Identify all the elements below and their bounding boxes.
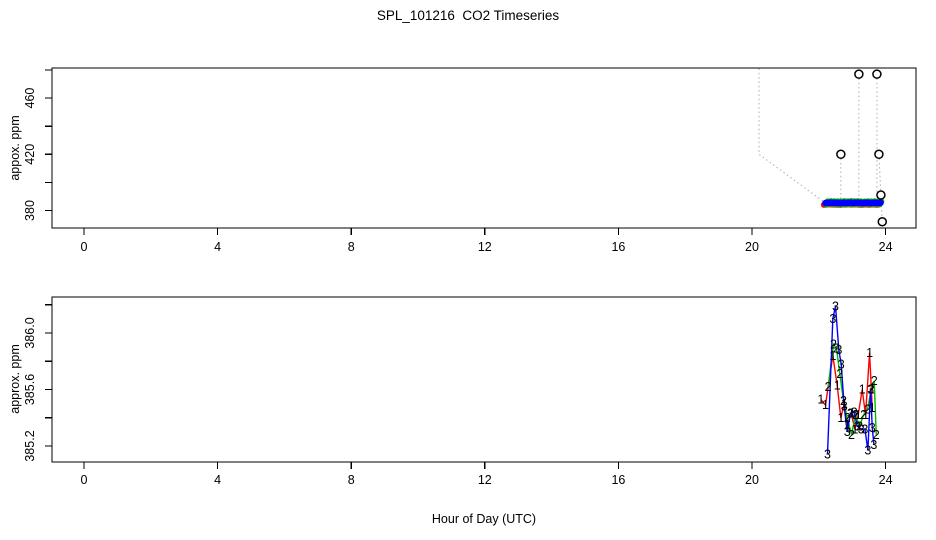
svg-text:2: 2 xyxy=(852,408,859,422)
svg-text:0: 0 xyxy=(81,240,88,254)
svg-text:3: 3 xyxy=(829,312,836,326)
svg-text:2: 2 xyxy=(856,419,863,433)
svg-text:3: 3 xyxy=(841,400,848,414)
svg-text:1: 1 xyxy=(822,398,829,412)
svg-text:3: 3 xyxy=(870,438,877,452)
svg-text:0: 0 xyxy=(81,473,88,487)
svg-text:3: 3 xyxy=(858,422,865,436)
svg-text:1: 1 xyxy=(862,408,869,422)
svg-text:1: 1 xyxy=(841,397,848,411)
svg-text:20: 20 xyxy=(745,240,759,254)
svg-text:3: 3 xyxy=(861,422,868,436)
svg-text:1: 1 xyxy=(851,422,858,436)
svg-text:2: 2 xyxy=(833,342,840,356)
svg-text:385.6: 385.6 xyxy=(23,374,37,405)
svg-text:2: 2 xyxy=(844,411,851,425)
svg-text:24: 24 xyxy=(879,240,893,254)
svg-text:16: 16 xyxy=(611,240,625,254)
chart-title: SPL_101216 CO2 Timeseries xyxy=(376,8,560,23)
svg-text:12: 12 xyxy=(478,473,492,487)
svg-text:2: 2 xyxy=(871,374,878,388)
svg-text:2: 2 xyxy=(825,380,832,394)
svg-text:24: 24 xyxy=(879,473,893,487)
svg-text:2: 2 xyxy=(873,428,880,442)
svg-text:3: 3 xyxy=(824,448,831,462)
svg-text:3: 3 xyxy=(847,407,854,421)
svg-text:1: 1 xyxy=(817,393,824,407)
svg-text:1: 1 xyxy=(848,407,855,421)
svg-text:3: 3 xyxy=(835,343,842,357)
svg-text:4: 4 xyxy=(214,473,221,487)
svg-text:380: 380 xyxy=(23,200,37,221)
svg-text:386.0: 386.0 xyxy=(23,317,37,348)
svg-text:8: 8 xyxy=(348,473,355,487)
svg-text:16: 16 xyxy=(611,473,625,487)
svg-text:8: 8 xyxy=(348,240,355,254)
svg-text:3: 3 xyxy=(869,421,876,435)
svg-text:2: 2 xyxy=(830,338,837,352)
x-axis-label: Hour of Day (UTC) xyxy=(431,512,537,526)
svg-text:12: 12 xyxy=(478,240,492,254)
svg-text:3: 3 xyxy=(838,357,845,371)
svg-text:3: 3 xyxy=(832,299,839,313)
svg-text:420: 420 xyxy=(23,144,37,165)
svg-text:2: 2 xyxy=(860,408,867,422)
svg-text:2: 2 xyxy=(840,394,847,408)
svg-text:1: 1 xyxy=(859,383,866,397)
svg-text:1: 1 xyxy=(844,418,851,432)
svg-text:385.2: 385.2 xyxy=(23,430,37,461)
svg-text:460: 460 xyxy=(23,88,37,109)
svg-text:3: 3 xyxy=(867,383,874,397)
svg-text:3: 3 xyxy=(844,425,851,439)
svg-text:1: 1 xyxy=(869,401,876,415)
svg-text:1: 1 xyxy=(829,349,836,363)
svg-text:2: 2 xyxy=(868,383,875,397)
svg-text:2: 2 xyxy=(836,367,843,381)
svg-text:3: 3 xyxy=(864,443,871,457)
svg-text:1: 1 xyxy=(834,378,841,392)
svg-text:2: 2 xyxy=(864,402,871,416)
svg-text:1: 1 xyxy=(855,408,862,422)
svg-text:20: 20 xyxy=(745,473,759,487)
svg-text:1: 1 xyxy=(866,346,873,360)
svg-text:4: 4 xyxy=(214,240,221,254)
svg-text:1: 1 xyxy=(837,411,844,425)
svg-text:2: 2 xyxy=(848,428,855,442)
svg-text:3: 3 xyxy=(851,405,858,419)
svg-text:3: 3 xyxy=(854,419,861,433)
